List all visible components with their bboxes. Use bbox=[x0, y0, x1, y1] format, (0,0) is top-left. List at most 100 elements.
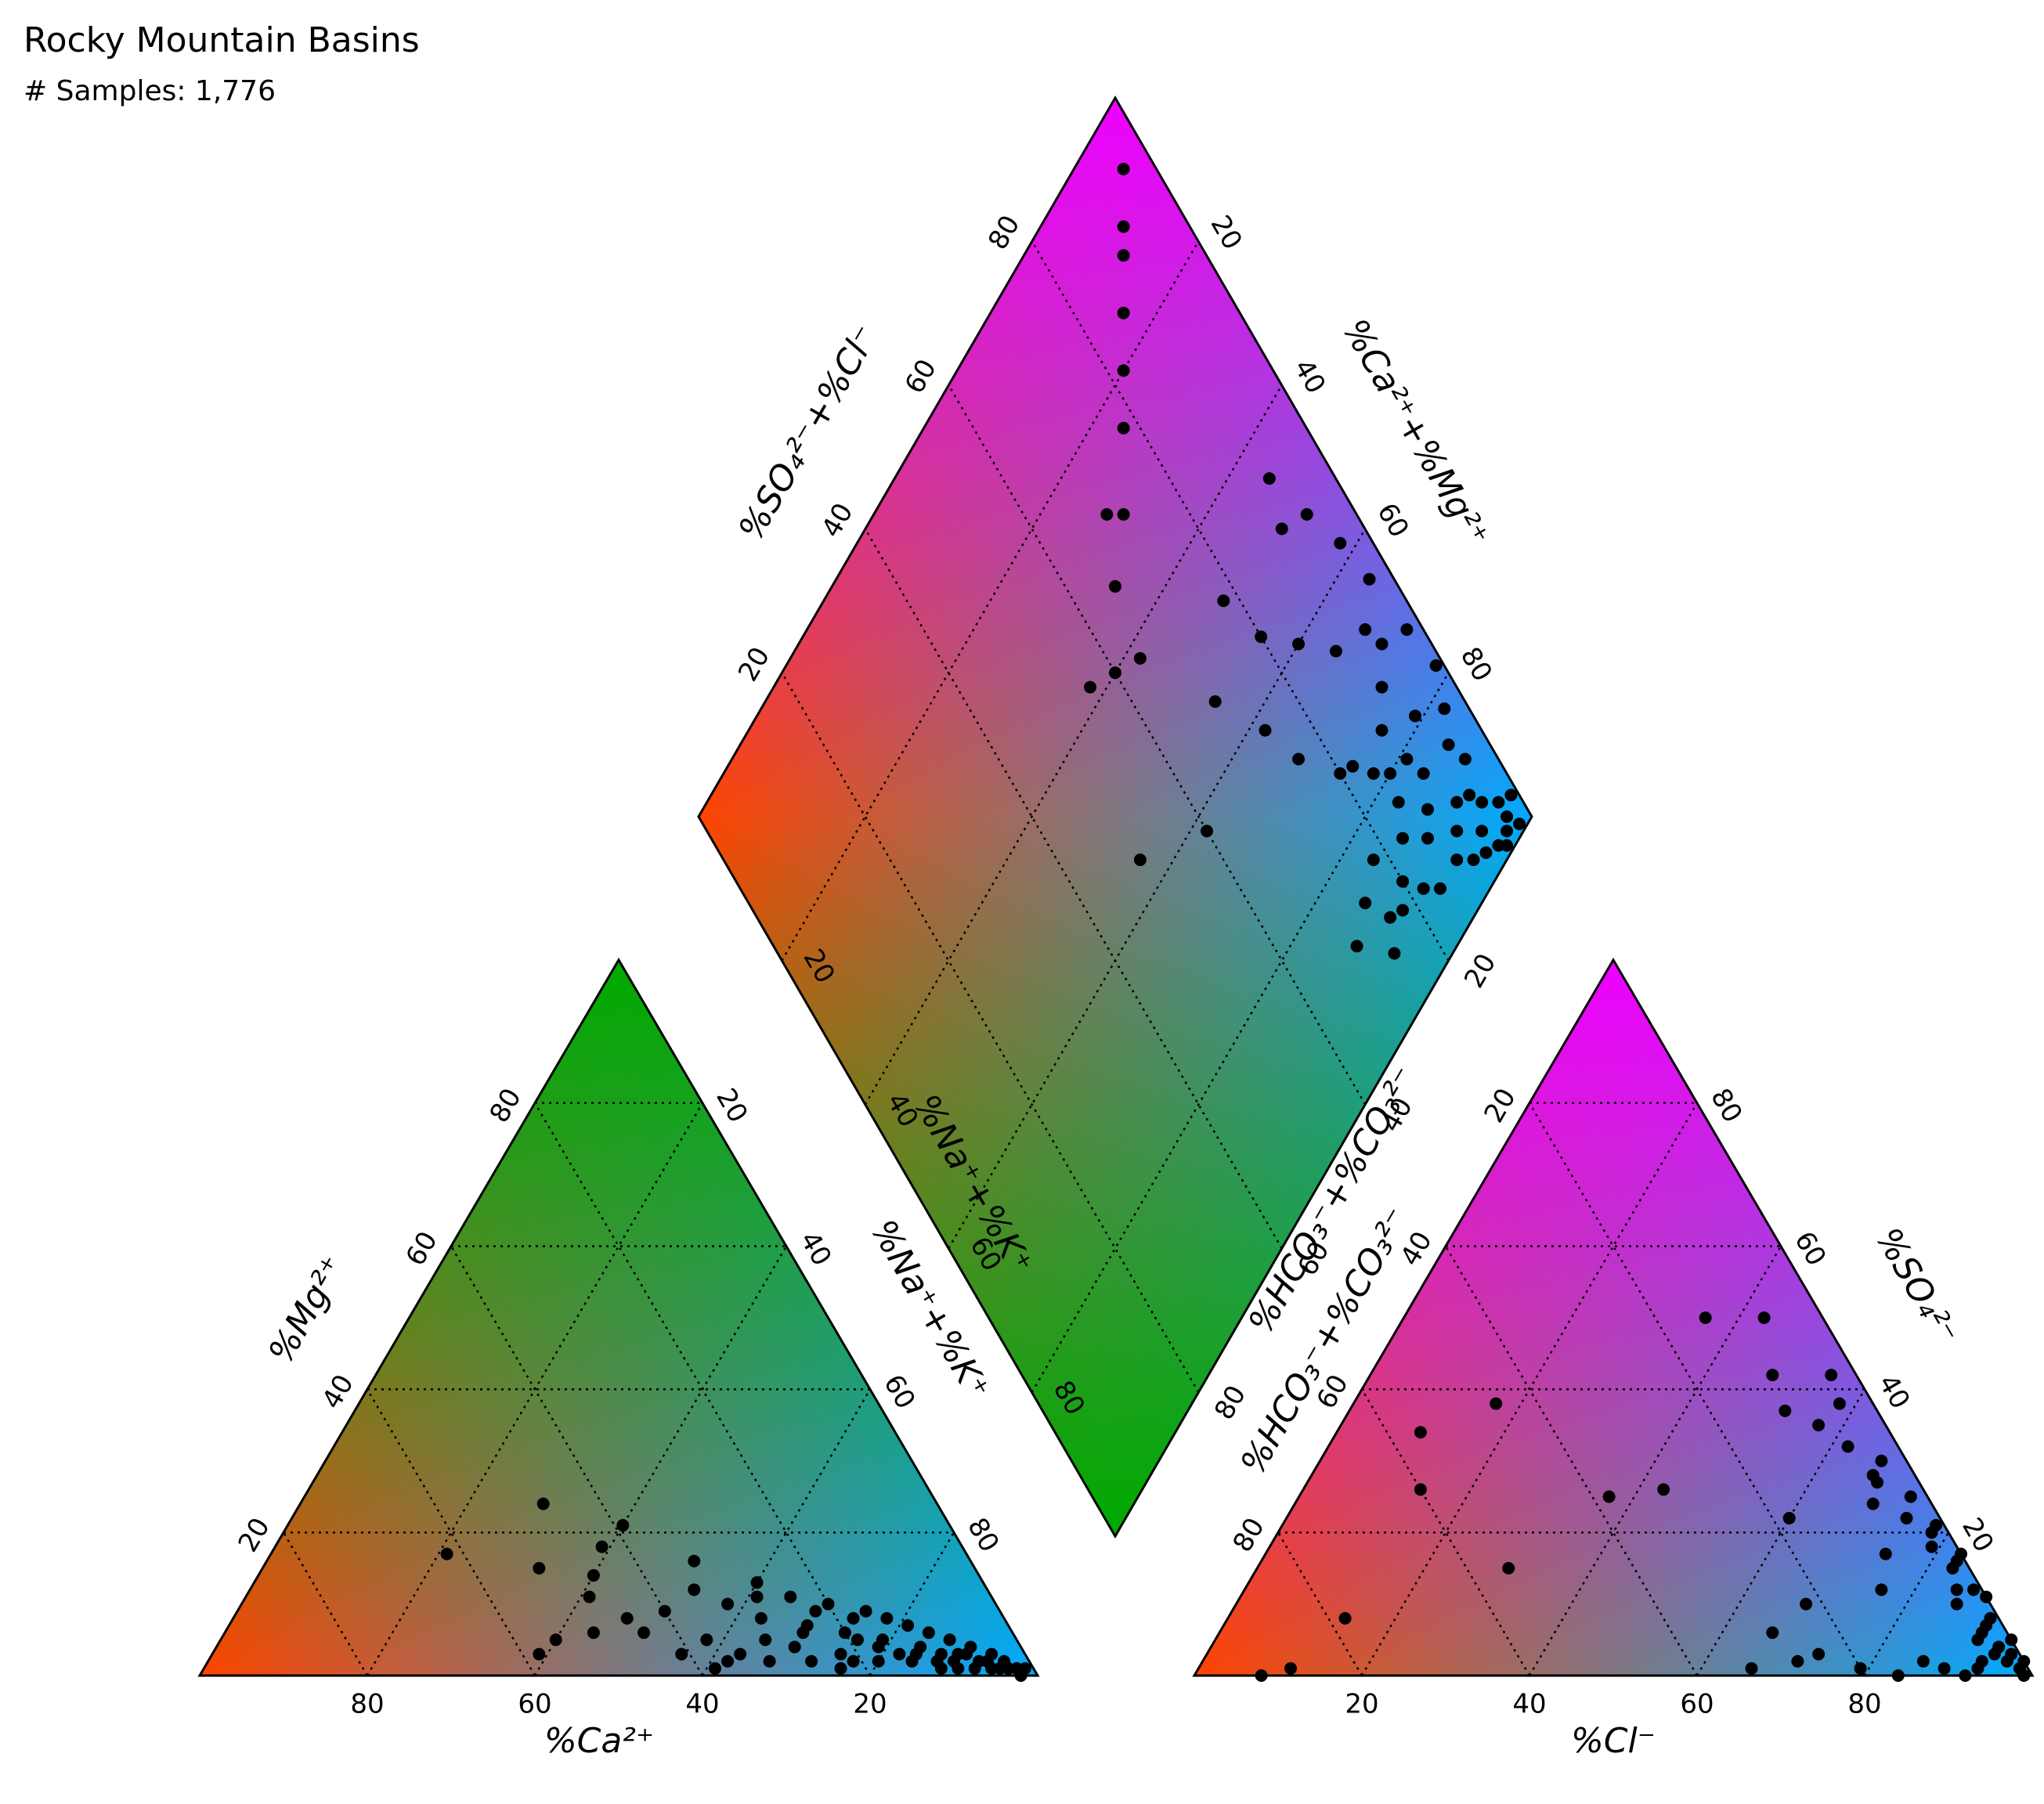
cation-points bbox=[440, 1497, 1031, 1682]
anion-point bbox=[1916, 1654, 1930, 1668]
diamond-point bbox=[1400, 623, 1414, 637]
diamond-point bbox=[1417, 767, 1430, 780]
anion-point bbox=[1490, 1397, 1503, 1410]
diamond-point bbox=[1384, 767, 1397, 780]
anion-point bbox=[1699, 1312, 1712, 1324]
cation-point bbox=[838, 1626, 851, 1640]
anion-point bbox=[1971, 1633, 1984, 1647]
diamond-point bbox=[1442, 738, 1455, 752]
cation-point bbox=[784, 1590, 797, 1604]
cation-grid-na-60 bbox=[701, 1388, 872, 1676]
chart-title: Rocky Mountain Basins bbox=[23, 20, 420, 60]
cation-point bbox=[759, 1633, 772, 1647]
cation-point bbox=[872, 1654, 885, 1668]
diamond-grid-b-40 bbox=[864, 528, 1283, 1250]
cation-point bbox=[750, 1590, 764, 1604]
anion-point bbox=[1875, 1454, 1888, 1467]
anion-point bbox=[1502, 1561, 1515, 1575]
cation-point bbox=[709, 1661, 722, 1675]
anion-point bbox=[1971, 1661, 1984, 1675]
diamond-point bbox=[1492, 796, 1505, 809]
diamond-grid-b-80 bbox=[1031, 240, 1450, 962]
diamond-grid-a-60 bbox=[864, 384, 1283, 1106]
diamond-tick-so4cl-40: 40 bbox=[815, 498, 859, 543]
cation-point bbox=[595, 1540, 609, 1553]
cation-point bbox=[880, 1611, 894, 1625]
cation-point bbox=[533, 1647, 546, 1661]
anion-point bbox=[1338, 1611, 1352, 1625]
anion-grid-cl-40 bbox=[1528, 1245, 1782, 1676]
cation-point bbox=[985, 1661, 999, 1675]
diamond-grid-b-20 bbox=[781, 672, 1200, 1393]
diamond-point bbox=[1433, 882, 1446, 895]
anion-point bbox=[1766, 1369, 1779, 1382]
cation-point bbox=[734, 1647, 747, 1661]
diamond-point bbox=[1429, 659, 1443, 673]
cation-point bbox=[763, 1654, 776, 1668]
diamond-point bbox=[1201, 824, 1214, 838]
cation-point bbox=[834, 1661, 847, 1675]
cation-grid-ca-60 bbox=[366, 1388, 536, 1676]
diamond-point bbox=[1117, 306, 1130, 319]
anion-point bbox=[1812, 1647, 1826, 1661]
anion-point bbox=[1950, 1583, 1963, 1597]
cation-tick-ca-20: 20 bbox=[853, 1689, 887, 1720]
cation-point bbox=[620, 1611, 634, 1625]
diamond-point bbox=[1421, 832, 1434, 845]
anion-point bbox=[1925, 1540, 1938, 1553]
anion-point bbox=[1779, 1404, 1792, 1417]
anion-point bbox=[1414, 1426, 1427, 1439]
anion-tick-so4-80: 80 bbox=[1704, 1083, 1748, 1128]
cation-point bbox=[859, 1604, 872, 1618]
anion-tick-cl-80: 80 bbox=[1847, 1689, 1881, 1720]
cation-tick-na-80: 80 bbox=[961, 1513, 1005, 1557]
cation-point bbox=[850, 1633, 864, 1647]
cation-point bbox=[893, 1647, 906, 1661]
anion-tick-cl-20: 20 bbox=[1345, 1689, 1378, 1720]
cation-tick-mg-80: 80 bbox=[484, 1083, 528, 1128]
cation-tick-na-20: 20 bbox=[710, 1083, 753, 1128]
diamond-point bbox=[1300, 508, 1313, 521]
anion-tick-so4-60: 60 bbox=[1788, 1226, 1832, 1271]
diamond-point bbox=[1421, 803, 1434, 816]
anion-point bbox=[1967, 1583, 1981, 1597]
diamond-tick-so4cl-60: 60 bbox=[899, 354, 943, 399]
diamond-point bbox=[1384, 911, 1397, 924]
anion-x-axis-label: %Cl⁻ bbox=[1571, 1721, 1656, 1761]
diamond-point bbox=[1133, 853, 1147, 867]
cation-tick-na-60: 60 bbox=[877, 1369, 921, 1414]
cation-point bbox=[943, 1633, 956, 1647]
diamond-point bbox=[1334, 767, 1347, 780]
cation-tick-ca-60: 60 bbox=[518, 1689, 551, 1720]
cation-point bbox=[985, 1647, 999, 1661]
cation-point bbox=[930, 1654, 944, 1668]
anion-point bbox=[1871, 1476, 1884, 1489]
diamond-point bbox=[1117, 421, 1130, 435]
anion-point bbox=[1782, 1511, 1796, 1524]
cation-point bbox=[901, 1619, 915, 1633]
anion-point bbox=[1766, 1626, 1779, 1640]
anion-point bbox=[1904, 1490, 1917, 1503]
anion-point bbox=[2005, 1647, 2018, 1661]
anion-point bbox=[1937, 1661, 1951, 1675]
anion-point bbox=[1812, 1419, 1826, 1432]
diamond-point bbox=[1500, 824, 1514, 838]
cation-point bbox=[440, 1547, 453, 1560]
diamond-tick-camg-40: 40 bbox=[1287, 354, 1331, 399]
diamond-points bbox=[1084, 162, 1526, 960]
cation-point bbox=[750, 1576, 764, 1589]
cation-point bbox=[964, 1640, 977, 1654]
cation-grid bbox=[282, 1102, 955, 1676]
diamond-point bbox=[1392, 796, 1405, 809]
diamond-point bbox=[1255, 630, 1268, 644]
anion-grid bbox=[1277, 1102, 1950, 1676]
cation-point bbox=[1018, 1661, 1031, 1675]
cation-point bbox=[688, 1583, 701, 1597]
cation-tick-na-40: 40 bbox=[793, 1226, 837, 1271]
diamond-point bbox=[1500, 810, 1514, 823]
diamond-point bbox=[1109, 666, 1121, 680]
diamond-point bbox=[1400, 752, 1414, 766]
anion-tick-hco3-20: 20 bbox=[1479, 1083, 1522, 1128]
